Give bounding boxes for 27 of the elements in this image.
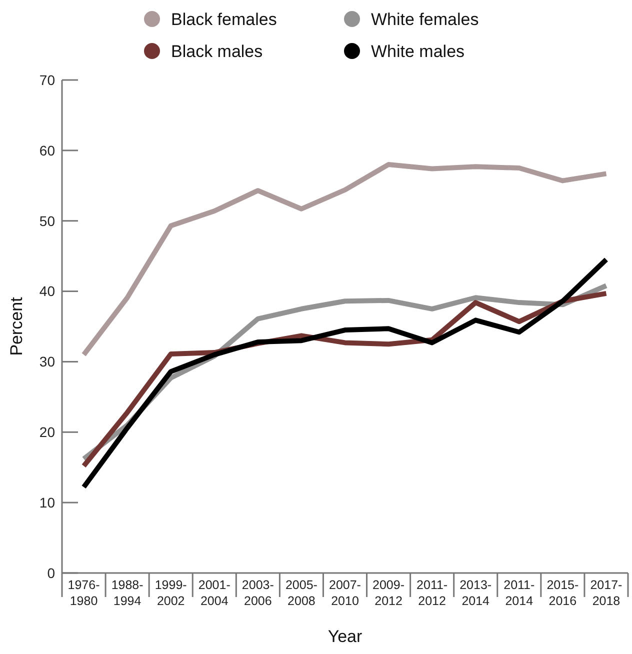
y-tick-label: 10 [39,494,56,510]
x-tick-label: 1988- 1994 [111,578,144,608]
legend-label: White females [371,10,479,29]
legend-label: White males [371,42,465,61]
y-tick-label: 50 [39,212,56,229]
y-tick-label: 0 [47,564,56,581]
x-axis-title: Year [328,627,363,646]
x-tick-label: 2011- 2012 [416,578,448,608]
x-tick-label: 2017- 2018 [590,578,622,608]
x-tick-label: 2009- 2012 [372,578,405,608]
x-tick-label: 2001- 2004 [198,578,230,608]
x-tick-label: 2003- 2006 [242,578,274,608]
x-tick-label: 2013- 2014 [460,578,492,608]
legend-label: Black females [171,10,277,29]
y-axis-title: Percent [7,296,26,356]
x-tick-label: 2011- 2014 [504,578,535,608]
x-tick-label: 1999- 2002 [154,578,187,608]
y-tick-label: 60 [39,142,56,158]
legend-label: Black males [171,42,263,61]
y-tick-label: 20 [39,424,56,440]
y-tick-label: 70 [39,72,56,88]
y-tick-label: 40 [39,283,56,300]
x-tick-label: 2015- 2016 [546,578,579,608]
x-tick-label: 2007- 2010 [329,578,361,608]
y-tick-label: 30 [39,354,56,370]
x-tick-label: 2005- 2008 [285,578,318,608]
x-tick-label: 1976- 1980 [68,578,100,608]
